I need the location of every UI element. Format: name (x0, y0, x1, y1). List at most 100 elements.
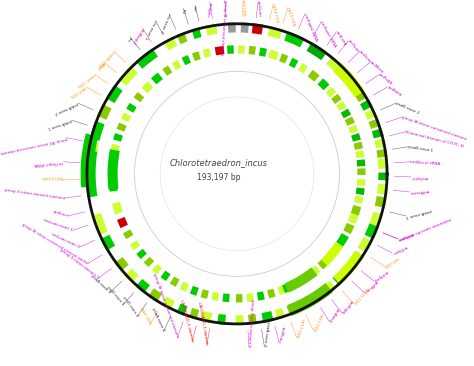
Wedge shape (100, 235, 115, 251)
Text: psaB exon 2: psaB exon 2 (395, 101, 419, 115)
Text: rpsf CDS: rpsf CDS (70, 85, 87, 98)
Text: trnGgcu: trnGgcu (411, 175, 428, 179)
Wedge shape (137, 249, 147, 259)
Wedge shape (163, 66, 173, 76)
Wedge shape (161, 296, 175, 310)
Text: trnKuuu: trnKuuu (52, 210, 69, 218)
Text: trnMcau: trnMcau (363, 280, 378, 294)
Wedge shape (123, 229, 133, 239)
Text: group IB intron conserved element partial: group IB intron conserved element partia… (21, 222, 89, 265)
Wedge shape (134, 92, 144, 102)
Wedge shape (357, 179, 365, 186)
Text: group IB intron conserved element: group IB intron conserved element (152, 272, 180, 338)
Text: rp12: rp12 (95, 60, 105, 70)
Wedge shape (215, 46, 224, 55)
Wedge shape (356, 150, 365, 158)
Text: group II intron domain V: group II intron domain V (59, 248, 100, 280)
Wedge shape (328, 244, 342, 257)
Wedge shape (148, 288, 162, 302)
Wedge shape (203, 48, 211, 58)
Wedge shape (354, 196, 364, 204)
Wedge shape (112, 202, 123, 214)
Wedge shape (180, 281, 189, 292)
Wedge shape (289, 58, 298, 68)
Text: trnMcau: trnMcau (277, 326, 285, 343)
Wedge shape (333, 251, 365, 285)
Text: 193,197 bp: 193,197 bp (197, 173, 240, 182)
Wedge shape (248, 314, 257, 325)
Text: group IB conserved element: group IB conserved element (219, 0, 227, 56)
Wedge shape (117, 217, 128, 228)
Wedge shape (252, 23, 263, 35)
Wedge shape (259, 48, 267, 57)
Wedge shape (318, 254, 333, 269)
Wedge shape (86, 150, 97, 198)
Wedge shape (357, 168, 365, 175)
Wedge shape (354, 142, 363, 150)
Wedge shape (151, 72, 163, 85)
Text: trnBasg: trnBasg (387, 85, 402, 97)
Text: trnHgug: trnHgug (373, 269, 388, 283)
Wedge shape (349, 82, 362, 94)
Wedge shape (118, 66, 138, 86)
Wedge shape (125, 268, 139, 283)
Wedge shape (87, 141, 99, 156)
Text: trnWcca) tRNA: trnWcca) tRNA (410, 160, 441, 166)
Text: psaB exon 1: psaB exon 1 (409, 145, 434, 153)
Wedge shape (177, 303, 188, 316)
Wedge shape (332, 266, 352, 285)
Text: maturase-specific domain: maturase-specific domain (397, 216, 451, 241)
Wedge shape (333, 63, 365, 97)
Wedge shape (81, 133, 98, 187)
Wedge shape (277, 285, 286, 295)
Text: psaA exon 2: psaA exon 2 (151, 308, 165, 332)
Text: psbA exon 1: psbA exon 1 (47, 118, 72, 130)
Wedge shape (284, 31, 305, 47)
Text: rf1: rf1 (180, 8, 185, 15)
Text: trnDguc: trnDguc (391, 243, 408, 255)
Wedge shape (113, 133, 123, 142)
Wedge shape (275, 308, 285, 320)
Wedge shape (228, 22, 236, 33)
Text: AltF CDS: AltF CDS (139, 308, 152, 325)
Wedge shape (360, 99, 373, 111)
Text: trnYuac: trnYuac (347, 40, 360, 54)
Wedge shape (376, 149, 387, 158)
Wedge shape (248, 46, 256, 55)
Text: psaA exon 3: psaA exon 3 (90, 274, 111, 294)
Text: LACUDAOC-1 domain: LACUDAOC-1 domain (179, 299, 194, 342)
Wedge shape (331, 94, 342, 104)
Wedge shape (121, 112, 131, 122)
Wedge shape (374, 138, 386, 148)
Wedge shape (378, 158, 388, 169)
Text: trnMkca: trnMkca (369, 60, 384, 74)
Text: trnBasg: trnBasg (328, 307, 339, 322)
Wedge shape (126, 103, 137, 113)
Wedge shape (91, 213, 108, 235)
Wedge shape (377, 184, 388, 195)
Wedge shape (136, 48, 158, 69)
Wedge shape (90, 121, 105, 141)
Wedge shape (298, 63, 308, 74)
Text: psiD exon 2: psiD exon 2 (122, 295, 139, 317)
Wedge shape (201, 311, 212, 323)
Wedge shape (236, 294, 243, 302)
Wedge shape (144, 257, 154, 267)
Wedge shape (348, 213, 358, 224)
Text: Chlorotetraedron_incus: Chlorotetraedron_incus (170, 158, 268, 167)
Wedge shape (189, 308, 199, 320)
Text: trnPugg: trnPugg (378, 72, 394, 85)
Wedge shape (345, 116, 355, 126)
Wedge shape (182, 55, 191, 65)
Text: trnLuau exon 1: trnLuau exon 1 (43, 219, 73, 232)
Wedge shape (343, 223, 355, 234)
Wedge shape (117, 123, 127, 132)
Wedge shape (326, 87, 336, 97)
Text: psaA exon 1: psaA exon 1 (405, 208, 432, 218)
Text: LACUDAOC-1 domain: LACUDAOC-1 domain (197, 302, 209, 346)
Wedge shape (348, 125, 358, 134)
Wedge shape (357, 237, 373, 253)
Wedge shape (279, 53, 288, 64)
Wedge shape (368, 118, 381, 129)
Text: rrs exon 2: rrs exon 2 (159, 13, 171, 33)
